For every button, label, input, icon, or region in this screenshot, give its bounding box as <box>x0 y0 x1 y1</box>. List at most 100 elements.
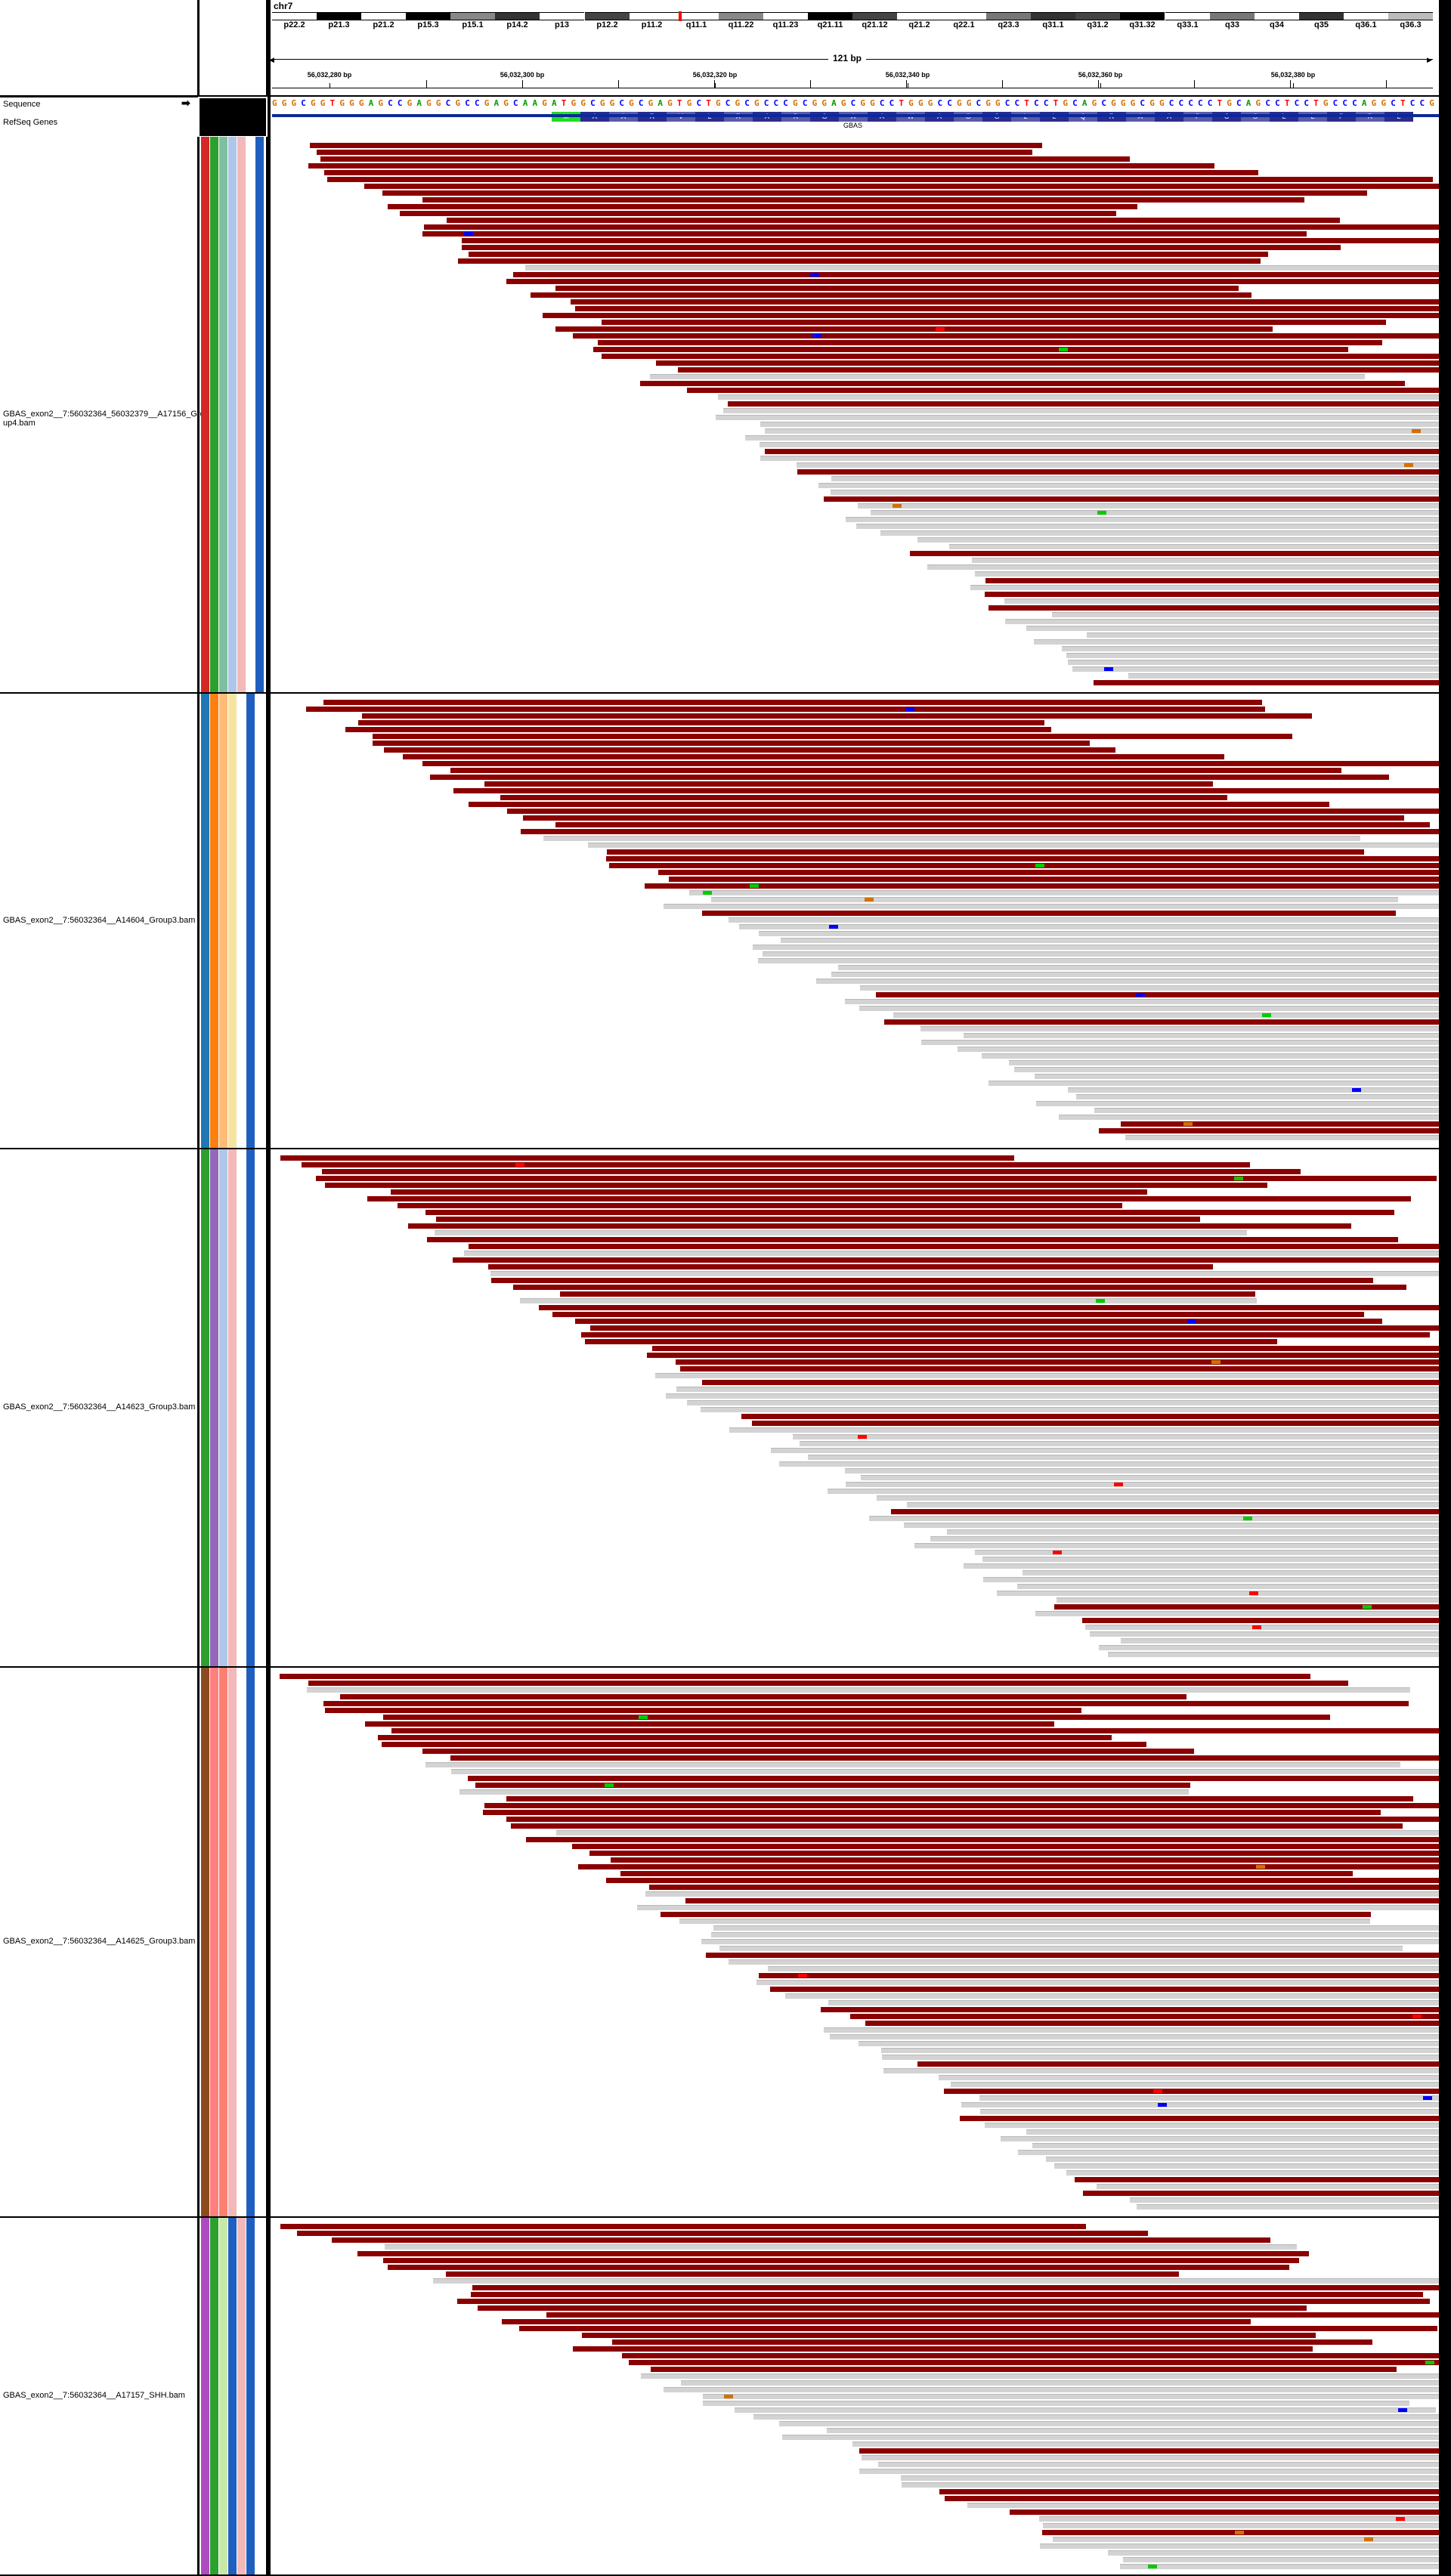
attribute-color-cell[interactable] <box>219 1149 227 1666</box>
forward-read[interactable] <box>985 578 1439 583</box>
forward-read[interactable] <box>602 320 1386 325</box>
reverse-read[interactable] <box>831 972 1439 977</box>
forward-read[interactable] <box>661 1912 1371 1917</box>
reverse-read[interactable] <box>758 958 1439 963</box>
forward-read[interactable] <box>308 163 1214 169</box>
mismatch-base[interactable] <box>1262 1013 1271 1017</box>
alignment-panel[interactable]: GBAS_exon2__7:56032364__A14604_Group3.ba… <box>0 694 1451 1149</box>
reverse-read[interactable] <box>781 938 1439 943</box>
mismatch-base[interactable] <box>1136 993 1145 997</box>
reverse-read[interactable] <box>818 483 1439 488</box>
forward-read[interactable] <box>308 1681 1348 1686</box>
reverse-read[interactable] <box>520 1298 1257 1303</box>
forward-read[interactable] <box>469 252 1268 257</box>
reverse-read[interactable] <box>972 558 1439 563</box>
forward-read[interactable] <box>425 1210 1394 1215</box>
reverse-read[interactable] <box>1123 2557 1439 2562</box>
forward-read[interactable] <box>582 2333 1316 2338</box>
reverse-read[interactable] <box>862 2455 1439 2460</box>
forward-read[interactable] <box>491 1278 1373 1283</box>
mismatch-base[interactable] <box>703 891 712 895</box>
reverse-read[interactable] <box>980 2109 1439 2114</box>
forward-read[interactable] <box>680 1366 1439 1371</box>
forward-read[interactable] <box>507 809 1439 814</box>
mismatch-base[interactable] <box>1249 1591 1258 1595</box>
reverse-read[interactable] <box>641 2373 1439 2379</box>
forward-read[interactable] <box>585 1339 1277 1344</box>
attribute-color-cell[interactable] <box>219 137 227 692</box>
reverse-read[interactable] <box>637 1905 1439 1910</box>
reverse-read[interactable] <box>763 951 1439 957</box>
reverse-read[interactable] <box>676 1387 1439 1392</box>
forward-read[interactable] <box>340 1694 1186 1699</box>
forward-read[interactable] <box>521 829 1439 834</box>
mismatch-base[interactable] <box>1211 1360 1221 1364</box>
attribute-color-cell[interactable] <box>228 2218 237 2574</box>
reverse-read[interactable] <box>893 1013 1439 1018</box>
reverse-read[interactable] <box>1099 1645 1439 1650</box>
reverse-read[interactable] <box>859 2041 1439 2046</box>
forward-read[interactable] <box>519 2326 1437 2331</box>
reverse-read[interactable] <box>785 1993 1439 1999</box>
reverse-read[interactable] <box>782 2435 1439 2440</box>
reverse-read[interactable] <box>1039 2516 1439 2522</box>
reverse-read[interactable] <box>845 999 1439 1004</box>
mismatch-base[interactable] <box>1158 2103 1167 2107</box>
reverse-read[interactable] <box>882 2055 1439 2060</box>
ideogram-band[interactable] <box>1255 12 1299 20</box>
forward-read[interactable] <box>539 1305 1439 1310</box>
forward-read[interactable] <box>422 761 1439 766</box>
reverse-read[interactable] <box>385 2244 1297 2250</box>
forward-read[interactable] <box>382 190 1367 196</box>
forward-read[interactable] <box>960 2116 1439 2121</box>
reverse-read[interactable] <box>1108 1652 1439 1657</box>
forward-read[interactable] <box>332 2237 1270 2243</box>
attribute-color-cell[interactable] <box>228 1149 237 1666</box>
mismatch-base[interactable] <box>750 884 759 888</box>
forward-read[interactable] <box>422 197 1304 203</box>
ideogram-band[interactable] <box>942 12 986 20</box>
forward-read[interactable] <box>651 2367 1397 2372</box>
reverse-read[interactable] <box>824 2027 1439 2033</box>
reverse-read[interactable] <box>797 462 1439 468</box>
forward-read[interactable] <box>378 1735 1112 1740</box>
reverse-read[interactable] <box>1004 598 1439 604</box>
alignment-panel[interactable]: GBAS_exon2__7:56032364__A17157_SHH.bam <box>0 2218 1451 2576</box>
attribute-color-cell[interactable] <box>246 1149 255 1666</box>
forward-read[interactable] <box>687 388 1439 393</box>
forward-read[interactable] <box>602 354 1439 359</box>
forward-read[interactable] <box>403 754 1224 759</box>
reverse-read[interactable] <box>543 836 1360 841</box>
reverse-read[interactable] <box>808 1455 1439 1460</box>
reverse-read[interactable] <box>859 2469 1439 2474</box>
forward-read[interactable] <box>484 781 1213 787</box>
reverse-read[interactable] <box>1097 2184 1439 2189</box>
reverse-read[interactable] <box>729 917 1439 923</box>
forward-read[interactable] <box>620 1871 1353 1876</box>
reverse-read[interactable] <box>1017 1584 1439 1589</box>
attribute-color-cell[interactable] <box>228 694 237 1148</box>
reverse-read[interactable] <box>1059 1115 1439 1120</box>
reverse-read[interactable] <box>1062 646 1439 651</box>
reverse-read[interactable] <box>1014 1067 1439 1072</box>
mismatch-base[interactable] <box>639 1715 648 1719</box>
forward-read[interactable] <box>571 299 1439 305</box>
attribute-color-cell[interactable] <box>228 1668 237 2216</box>
forward-read[interactable] <box>640 381 1405 386</box>
forward-read[interactable] <box>622 2353 1439 2358</box>
ideogram-band[interactable] <box>1075 12 1120 20</box>
reverse-read[interactable] <box>1125 1135 1439 1140</box>
ideogram-band[interactable] <box>272 12 317 20</box>
forward-read[interactable] <box>765 449 1439 454</box>
reverse-read[interactable] <box>1068 660 1439 665</box>
forward-read[interactable] <box>468 1776 1439 1781</box>
reverse-read[interactable] <box>861 1475 1439 1480</box>
mismatch-base[interactable] <box>1404 463 1413 467</box>
reverse-read[interactable] <box>739 924 1439 929</box>
reverse-read[interactable] <box>1026 626 1439 631</box>
reverse-read[interactable] <box>871 510 1439 515</box>
forward-read[interactable] <box>422 1749 1194 1754</box>
forward-read[interactable] <box>891 1509 1439 1514</box>
mismatch-base[interactable] <box>1153 2089 1162 2093</box>
forward-read[interactable] <box>367 1196 1411 1201</box>
